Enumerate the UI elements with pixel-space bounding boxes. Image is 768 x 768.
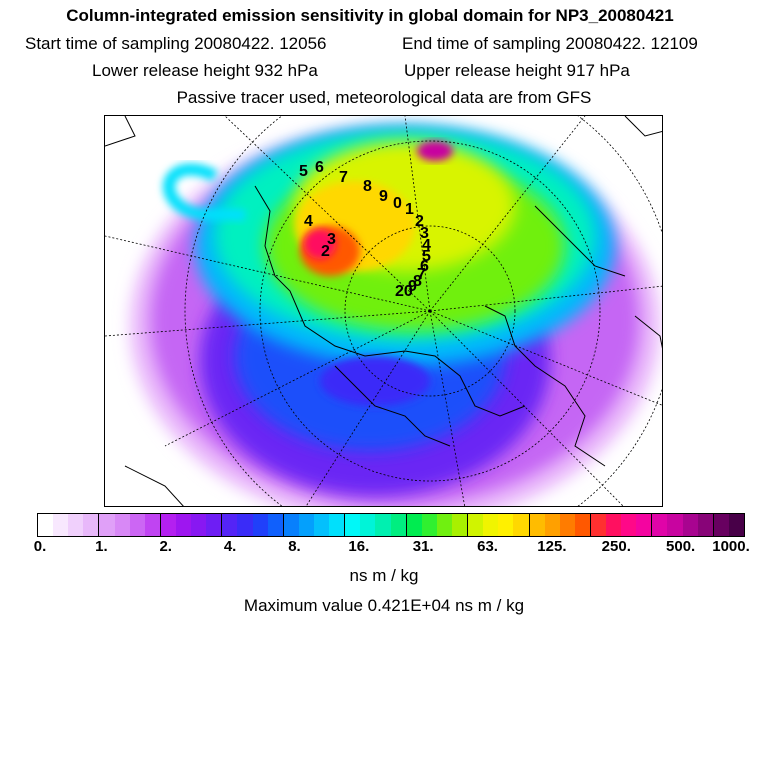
point-label: 5 — [299, 163, 308, 180]
colorbar-swatch — [38, 514, 54, 536]
colorbar-swatch — [345, 514, 361, 536]
colorbar-swatch — [406, 514, 422, 536]
colorbar-swatch — [667, 514, 683, 536]
colorbar-swatch — [267, 514, 284, 536]
colorbar-tick-label: 63. — [477, 538, 498, 555]
tracer-note: Passive tracer used, meteorological data… — [176, 88, 592, 107]
point-label: 5 — [422, 248, 431, 265]
point-label: 8 — [363, 178, 372, 195]
colorbar-swatch — [129, 514, 145, 536]
colorbar-tick-label: 16. — [348, 538, 370, 555]
colorbar-swatch — [468, 514, 484, 536]
maximum-value-label: Maximum value 0.421E+04 ns m / kg — [243, 596, 525, 615]
colorbar-swatch — [451, 514, 469, 536]
colorbar-swatch — [237, 514, 253, 536]
colorbar-swatch — [283, 514, 299, 536]
colorbar-swatch — [574, 514, 591, 536]
colorbar-swatch — [621, 514, 637, 536]
colorbar-swatch — [636, 514, 653, 536]
point-label: 2 — [321, 243, 330, 260]
start-time-label: Start time of sampling 20080422. 12056 — [25, 34, 327, 53]
trajectory-point-labels: 2 3 4 5 6 7 8 9 0 1 2 3 4 5 6 7 8 9 20 — [299, 159, 431, 300]
colorbar-swatch — [697, 514, 714, 536]
point-label: 3 — [420, 225, 429, 242]
colorbar-swatch — [483, 514, 499, 536]
colorbar-swatch — [436, 514, 452, 536]
point-label: 7 — [417, 266, 426, 283]
colorbar-swatch — [53, 514, 69, 536]
coastlines — [105, 116, 662, 506]
colorbar-swatch — [682, 514, 698, 536]
colorbar-swatch — [590, 514, 607, 536]
colorbar-swatch — [375, 514, 391, 536]
point-label: 1 — [405, 201, 414, 218]
point-label: 2 — [415, 213, 424, 230]
colorbar-tick-label: 1000. — [712, 538, 750, 555]
colorbar-swatch — [498, 514, 514, 536]
end-time-label: End time of sampling 20080422. 12109 — [402, 34, 698, 53]
colorbar-swatch — [83, 514, 100, 536]
colorbar-tick-label: 250. — [601, 538, 631, 555]
point-label: 6 — [315, 159, 324, 176]
colorbar-swatch — [421, 514, 437, 536]
colorbar-tick-label: 4. — [223, 538, 237, 555]
plot-title: Column-integrated emission sensitivity i… — [66, 6, 674, 25]
point-label: 9 — [379, 188, 388, 205]
colorbar-swatch — [222, 514, 238, 536]
colorbar-units: ns m / kg — [349, 566, 419, 585]
lower-release-height-label: Lower release height 932 hPa — [92, 61, 318, 80]
colorbar-swatch — [728, 514, 745, 536]
point-label: 20 — [395, 283, 413, 300]
colorbar-swatch — [252, 514, 268, 536]
colorbar-swatch — [529, 514, 545, 536]
colorbar-swatch — [544, 514, 560, 536]
colorbar-tick-label: 31. — [412, 538, 434, 555]
colorbar-swatch — [390, 514, 407, 536]
point-label: 6 — [420, 258, 429, 275]
point-label: 0 — [393, 195, 402, 212]
colorbar-swatch — [68, 514, 84, 536]
colorbar-tick-label: 125. — [537, 538, 567, 555]
sensitivity-map: 2 3 4 5 6 7 8 9 0 1 2 3 4 5 6 7 8 9 20 — [104, 115, 663, 507]
colorbar-swatch — [652, 514, 668, 536]
sensitivity-map-svg: 2 3 4 5 6 7 8 9 0 1 2 3 4 5 6 7 8 9 20 — [105, 116, 662, 506]
colorbar-swatch — [114, 514, 130, 536]
colorbar-swatch — [513, 514, 530, 536]
colorbar-swatch — [191, 514, 207, 536]
colorbar-swatch — [175, 514, 192, 536]
colorbar-tick-label: 2. — [159, 538, 172, 555]
graticule — [105, 116, 662, 506]
colorbar-swatch — [99, 514, 115, 536]
colorbar-swatch — [360, 514, 376, 536]
colorbar-tick-label: 8. — [288, 538, 301, 555]
colorbar-swatch — [329, 514, 346, 536]
colorbar-swatch — [144, 514, 161, 536]
colorbar — [37, 513, 745, 537]
sensitivity-field — [130, 126, 660, 506]
point-label: 7 — [339, 169, 348, 186]
colorbar-swatch — [206, 514, 223, 536]
colorbar-swatch — [313, 514, 330, 536]
point-label: 9 — [408, 278, 417, 295]
upper-release-height-label: Upper release height 917 hPa — [404, 61, 630, 80]
colorbar-swatch — [160, 514, 176, 536]
point-label: 8 — [413, 273, 422, 290]
point-label: 4 — [422, 237, 431, 254]
point-label: 4 — [304, 213, 313, 230]
point-label: 3 — [327, 231, 336, 248]
colorbar-tick-label: 1. — [95, 538, 108, 555]
colorbar-swatch — [559, 514, 575, 536]
colorbar-swatch — [713, 514, 729, 536]
colorbar-tick-label: 500. — [666, 538, 696, 555]
colorbar-swatch — [298, 514, 314, 536]
colorbar-tick-label: 0. — [33, 538, 47, 555]
colorbar-swatch — [606, 514, 622, 536]
